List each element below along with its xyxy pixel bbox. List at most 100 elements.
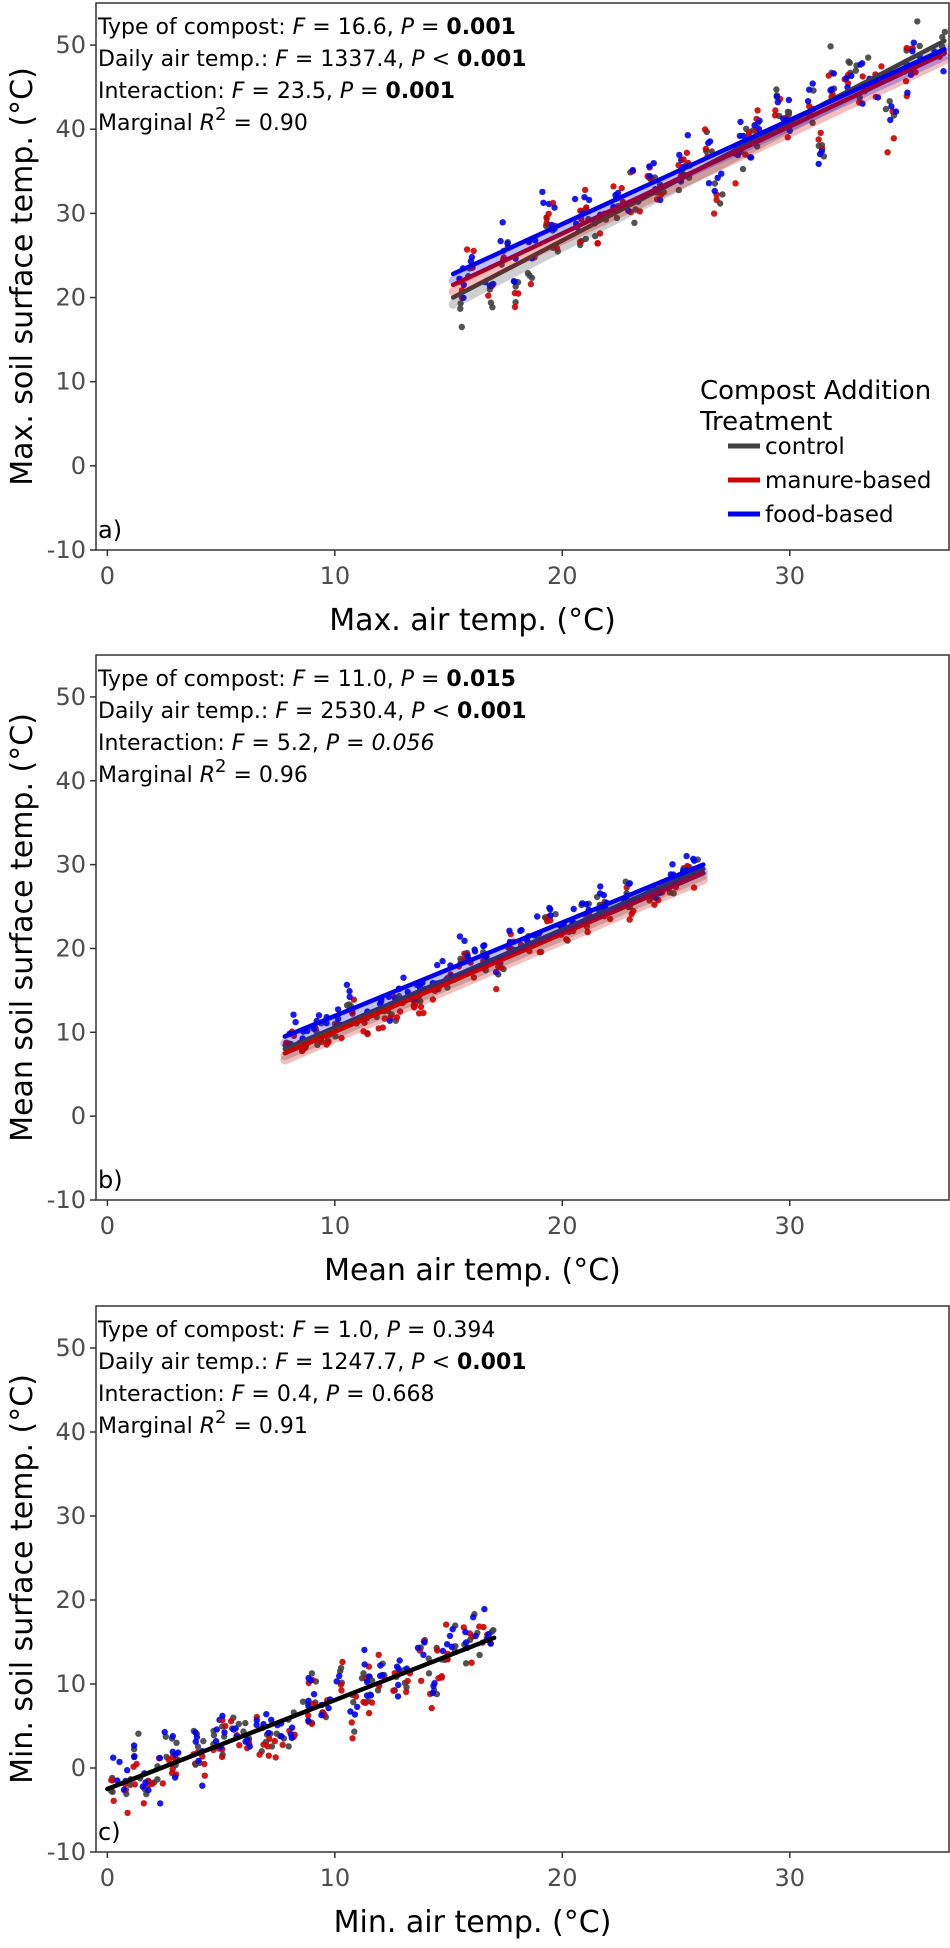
stat-line: Type of compost: F = 16.6, P = 0.001 [97, 15, 516, 40]
data-point [495, 963, 502, 970]
data-point [675, 162, 682, 169]
data-point [825, 72, 832, 79]
y-tick-label: 30 [55, 851, 86, 879]
data-point [305, 1717, 312, 1725]
data-point [843, 75, 850, 82]
y-tick-label: 20 [55, 934, 86, 962]
data-point [457, 300, 464, 307]
data-point [914, 18, 921, 25]
data-point [552, 911, 559, 918]
data-point [718, 170, 725, 177]
data-point [334, 1006, 342, 1013]
data-point [368, 1677, 376, 1684]
data-point [492, 968, 500, 976]
x-tick-label: 30 [774, 562, 805, 590]
data-point [581, 186, 589, 194]
data-point [517, 927, 524, 935]
data-point [754, 107, 761, 114]
data-point [169, 1765, 176, 1773]
data-point [504, 240, 511, 247]
data-point [597, 883, 604, 890]
y-tick-label: 10 [55, 1018, 86, 1046]
data-point [390, 1687, 397, 1694]
data-point [395, 1665, 402, 1673]
data-point [887, 116, 894, 124]
data-point [657, 191, 665, 198]
data-point [201, 1760, 208, 1768]
data-point [941, 28, 949, 36]
data-point [460, 294, 467, 302]
data-point [713, 196, 720, 203]
data-point [817, 129, 824, 136]
data-point [285, 1743, 292, 1750]
data-point [235, 1720, 242, 1728]
data-point [315, 1012, 323, 1019]
data-point [336, 1672, 343, 1680]
data-point [200, 1737, 207, 1745]
data-point [626, 880, 633, 887]
data-point [511, 289, 519, 297]
data-point [468, 1659, 475, 1666]
data-point [714, 174, 721, 181]
data-point [333, 1678, 340, 1685]
data-point [551, 204, 558, 211]
data-point [571, 195, 579, 203]
data-point [545, 210, 552, 217]
data-point [470, 247, 477, 255]
data-point [395, 1681, 402, 1689]
plot-frame [95, 1305, 950, 1853]
data-point [739, 165, 747, 173]
data-point [882, 105, 890, 113]
data-point [332, 1033, 339, 1040]
data-point [711, 187, 718, 195]
data-point [400, 974, 407, 981]
data-point [592, 232, 599, 240]
data-point [396, 1008, 404, 1015]
x-axis-title: Min. air temp. (°C) [334, 1905, 612, 1940]
x-axis-title: Mean air temp. (°C) [324, 1253, 621, 1288]
data-point [364, 1030, 371, 1038]
data-point [462, 1660, 470, 1667]
data-point [845, 58, 852, 65]
data-point [732, 180, 739, 187]
data-point [755, 125, 763, 133]
data-point [771, 112, 779, 119]
data-point [626, 916, 633, 923]
data-point [596, 230, 604, 237]
stat-line: Daily air temp.: F = 1337.4, P < 0.001 [98, 47, 527, 72]
data-point [594, 240, 601, 247]
data-point [431, 1680, 438, 1687]
data-point [154, 1776, 161, 1783]
legend-title: Compost Addition [700, 376, 931, 406]
data-point [576, 238, 584, 246]
data-point [414, 1644, 422, 1652]
data-point [463, 246, 471, 253]
data-point [940, 68, 947, 75]
data-point [272, 1754, 279, 1761]
stats-annotation: Type of compost: F = 1.0, P = 0.394 Daily… [97, 1318, 527, 1439]
data-point [157, 1800, 164, 1807]
data-point [774, 99, 782, 106]
data-point [487, 299, 495, 306]
data-point [719, 191, 726, 198]
data-point [676, 151, 683, 159]
data-point [446, 1632, 454, 1640]
data-point [815, 160, 822, 168]
data-point [909, 48, 916, 55]
data-point [264, 1743, 271, 1750]
data-point [124, 1767, 131, 1774]
x-tick-label: 30 [774, 1212, 805, 1240]
data-point [361, 1661, 368, 1668]
data-point [368, 1699, 376, 1706]
data-point [499, 219, 506, 226]
data-point [307, 1677, 314, 1684]
y-tick-label: 20 [55, 1586, 86, 1614]
legend-title: Treatment [699, 407, 832, 437]
data-point [394, 1693, 402, 1700]
data-point [120, 1786, 128, 1794]
regression-line-manure-based [282, 870, 706, 1056]
panel-tag: b) [98, 1166, 123, 1194]
data-point [346, 993, 353, 1001]
data-point [890, 135, 897, 142]
data-point [349, 1735, 356, 1742]
